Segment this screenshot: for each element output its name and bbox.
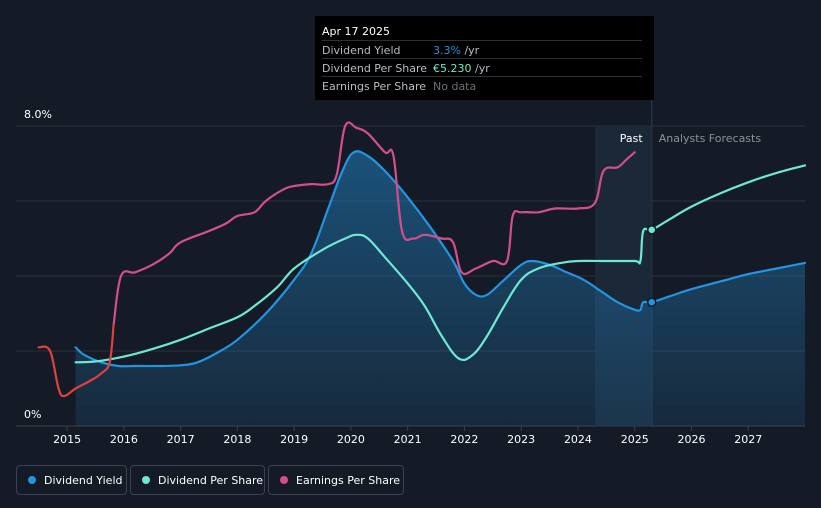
x-tick-label: 2017 (167, 433, 195, 446)
x-tick-label: 2021 (394, 433, 422, 446)
y-axis-max-label: 8.0% (24, 108, 52, 121)
legend-dot-icon (28, 476, 36, 484)
series-line (37, 323, 115, 398)
tooltip-value: €5.230 /yr (433, 62, 490, 75)
tooltip-row-dividend-yield: Dividend Yield 3.3% /yr (322, 40, 642, 59)
x-tick-label: 2019 (280, 433, 308, 446)
series-marker (646, 297, 657, 307)
analysts-forecasts-label: Analysts Forecasts (659, 132, 762, 145)
series-area (75, 151, 806, 427)
x-tick-label: 2023 (507, 433, 535, 446)
legend-item-earnings-per-share[interactable]: Earnings Per Share (268, 465, 404, 495)
tooltip-row-dividend-per-share: Dividend Per Share €5.230 /yr (322, 58, 642, 77)
past-label: Past (620, 132, 644, 145)
x-tick-label: 2026 (677, 433, 705, 446)
chart-marker-layer (646, 225, 657, 307)
legend-dot-icon (280, 476, 288, 484)
legend-label: Dividend Per Share (158, 473, 264, 487)
tooltip: Apr 17 2025 Dividend Yield 3.3% /yr Divi… (315, 16, 654, 100)
legend-label: Earnings Per Share (296, 473, 401, 487)
x-tick-label: 2027 (734, 433, 762, 446)
tooltip-date: Apr 17 2025 (322, 25, 391, 38)
y-axis-min-label: 0% (24, 408, 41, 421)
tooltip-value-suffix: /yr (471, 62, 490, 75)
x-tick-label: 2020 (337, 433, 365, 446)
legend-item-dividend-per-share[interactable]: Dividend Per Share (130, 465, 265, 495)
x-tick-label: 2016 (110, 433, 138, 446)
tooltip-label: Dividend Per Share (322, 62, 428, 75)
x-tick-label: 2024 (564, 433, 592, 446)
series-marker (646, 225, 657, 235)
tooltip-value-suffix: /yr (460, 44, 480, 57)
x-tick-label: 2025 (621, 433, 649, 446)
tooltip-value-number: €5.230 (433, 62, 472, 75)
tooltip-label: Earnings Per Share (322, 80, 427, 93)
chart-area-layer (75, 151, 806, 427)
series-line (112, 121, 636, 326)
tooltip-value-number: 3.3% (433, 44, 461, 57)
series-line (74, 150, 807, 368)
tooltip-value: 3.3% /yr (433, 44, 479, 57)
tooltip-row-earnings-per-share: Earnings Per Share No data (322, 76, 642, 95)
tooltip-value-number: No data (433, 80, 477, 93)
x-tick-label: 2015 (53, 433, 81, 446)
legend-label: Dividend Yield (44, 473, 123, 487)
x-tick-label: 2018 (223, 433, 251, 446)
tooltip-value: No data (433, 80, 476, 93)
x-axis: 2015 2016 2017 2018 2019 2020 2021 2022 2023 2024… (53, 426, 762, 446)
tooltip-label: Dividend Yield (322, 44, 401, 57)
legend-item-dividend-yield[interactable]: Dividend Yield (16, 465, 127, 495)
legend-dot-icon (142, 476, 150, 484)
x-tick-label: 2022 (450, 433, 478, 446)
